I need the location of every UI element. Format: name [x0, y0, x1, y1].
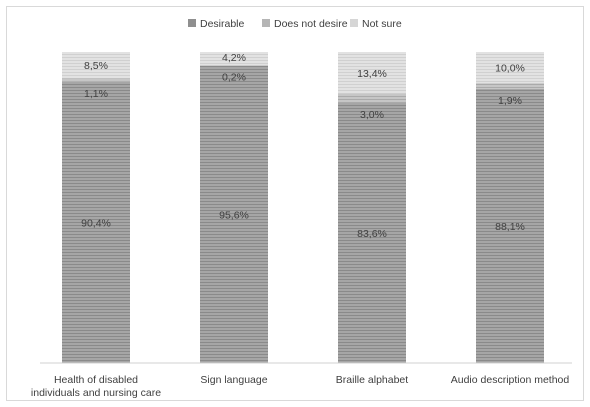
bar-segment-1-1 — [200, 65, 268, 66]
x-tick-label-0-1: individuals and nursing care — [31, 387, 161, 399]
legend-swatch-2 — [350, 19, 358, 27]
data-label-2-0: 83,6% — [357, 228, 387, 240]
bar-segment-1-0 — [200, 65, 268, 364]
data-label-3-2: 10,0% — [495, 63, 525, 75]
x-tick-label-2-0: Braille alphabet — [336, 374, 408, 386]
x-tick-label-1-0: Sign language — [200, 374, 267, 386]
bar-segment-0-1 — [62, 78, 130, 82]
bars: 90,4% 1,1% 8,5% 95,6% 0,2% 4,2% 83,6% 3,0% 13,4%… — [62, 52, 544, 364]
data-label-0-1: 1,1% — [84, 88, 108, 100]
data-label-1-1: 0,2% — [222, 72, 246, 84]
bar-segment-0-2 — [62, 52, 130, 79]
bar-segment-2-1 — [338, 93, 406, 104]
legend-label-2: Not sure — [362, 18, 402, 30]
legend: Desirable Does not desire Not sure — [188, 18, 402, 30]
bar-segment-2-2 — [338, 52, 406, 94]
bar-segment-3-2 — [476, 52, 544, 84]
bar-segment-1-2 — [200, 52, 268, 66]
data-label-2-1: 3,0% — [360, 109, 384, 121]
legend-label-0: Desirable — [200, 18, 245, 30]
data-label-1-0: 95,6% — [219, 209, 249, 221]
data-label-2-2: 13,4% — [357, 68, 387, 80]
legend-swatch-1 — [262, 19, 270, 27]
bar-segment-2-0 — [338, 103, 406, 363]
data-label-0-2: 8,5% — [84, 60, 108, 72]
bar-segment-3-0 — [476, 89, 544, 363]
x-tick-label-3-0: Audio description method — [451, 374, 570, 386]
data-label-3-1: 1,9% — [498, 95, 522, 107]
data-label-0-0: 90,4% — [81, 217, 111, 229]
data-label-1-2: 4,2% — [222, 52, 246, 64]
data-label-3-0: 88,1% — [495, 221, 525, 233]
bar-segment-0-0 — [62, 81, 130, 363]
bar-segment-3-1 — [476, 83, 544, 90]
x-tick-label-0-0: Health of disabled — [54, 374, 138, 386]
legend-swatch-0 — [188, 19, 196, 27]
legend-label-1: Does not desire — [274, 18, 348, 30]
